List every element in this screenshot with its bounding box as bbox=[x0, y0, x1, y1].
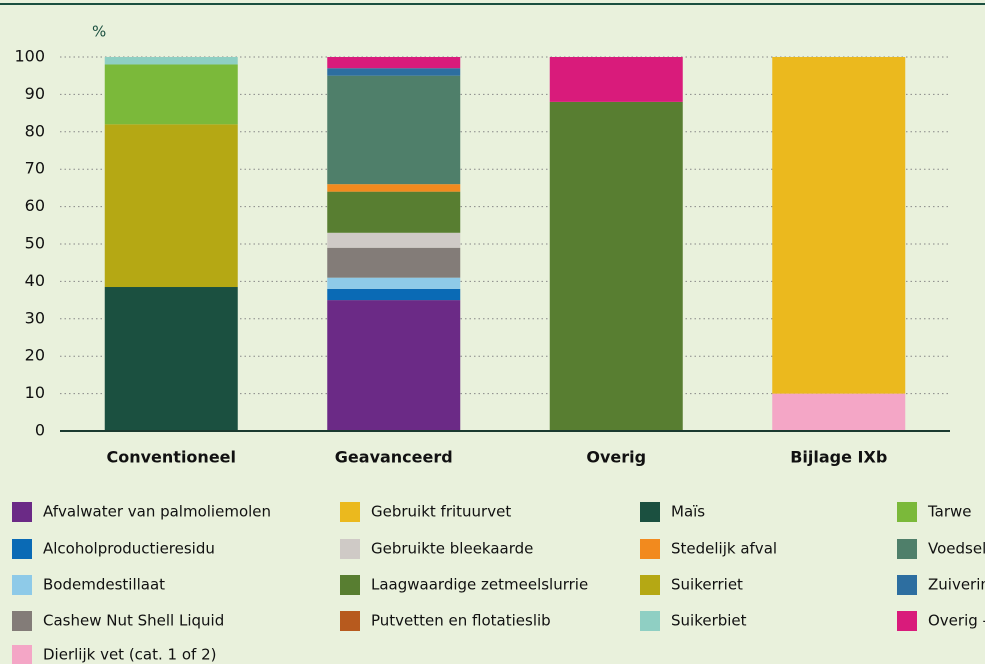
legend-swatch bbox=[12, 575, 32, 595]
legend-swatch bbox=[340, 539, 360, 559]
legend-label: Voedselafval bbox=[928, 540, 985, 558]
legend-swatch bbox=[897, 611, 917, 631]
legend-swatch bbox=[12, 539, 32, 559]
bar-segment bbox=[104, 64, 238, 125]
bar-segment bbox=[772, 393, 906, 431]
bar-segment bbox=[327, 57, 461, 69]
legend-swatch bbox=[640, 611, 660, 631]
y-tick-label: 40 bbox=[25, 271, 45, 290]
legend-label: Laagwaardige zetmeelslurrie bbox=[371, 576, 588, 594]
bar-segment bbox=[327, 232, 461, 248]
legend-swatch bbox=[897, 502, 917, 522]
legend-label: Overig - afval bbox=[928, 612, 985, 630]
legend-swatch bbox=[640, 502, 660, 522]
y-tick-label: 90 bbox=[25, 84, 45, 103]
y-tick-label: 30 bbox=[25, 308, 45, 327]
y-tick-label: 80 bbox=[25, 121, 45, 140]
bar-segment bbox=[327, 300, 461, 431]
legend-swatch bbox=[340, 575, 360, 595]
legend-label: Gebruikte bleekaarde bbox=[371, 540, 533, 558]
legend-swatch bbox=[340, 502, 360, 522]
legend-label: Alcoholproductieresidu bbox=[43, 540, 215, 558]
y-tick-label: 60 bbox=[25, 196, 45, 215]
x-tick-label: Bijlage IXb bbox=[790, 448, 887, 467]
y-tick-label: 100 bbox=[14, 47, 45, 66]
bar-segment bbox=[327, 277, 461, 289]
bar-segment bbox=[327, 288, 461, 301]
bar-segment bbox=[327, 191, 461, 233]
y-tick-label: 20 bbox=[25, 346, 45, 365]
legend-label: Dierlijk vet (cat. 1 of 2) bbox=[43, 646, 216, 664]
bar-segment bbox=[104, 287, 238, 431]
bar-segment bbox=[104, 57, 238, 65]
legend-label: Cashew Nut Shell Liquid bbox=[43, 612, 224, 630]
x-tick-label: Geavanceerd bbox=[335, 448, 453, 467]
legend-label: Tarwe bbox=[927, 503, 972, 521]
bar-segment bbox=[327, 184, 461, 192]
bar-segment bbox=[549, 101, 683, 431]
bar-segment bbox=[772, 57, 906, 394]
legend-swatch bbox=[897, 575, 917, 595]
bar-segment bbox=[327, 247, 461, 278]
legend-label: Bodemdestillaat bbox=[43, 576, 165, 594]
legend-label: Afvalwater van palmoliemolen bbox=[43, 503, 271, 521]
legend-swatch bbox=[340, 611, 360, 631]
legend-label: Suikerbiet bbox=[671, 612, 747, 630]
y-tick-label: 10 bbox=[25, 383, 45, 402]
legend-swatch bbox=[12, 611, 32, 631]
legend-label: Gebruikt frituurvet bbox=[371, 503, 511, 521]
legend-label: Maïs bbox=[671, 503, 705, 521]
x-tick-label: Overig bbox=[586, 448, 646, 467]
legend-label: Zuiveringsslib bbox=[928, 576, 985, 594]
y-tick-label: 70 bbox=[25, 159, 45, 178]
legend-label: Suikerriet bbox=[671, 576, 743, 594]
y-tick-label: 50 bbox=[25, 234, 45, 253]
legend-swatch bbox=[640, 539, 660, 559]
bar-segment bbox=[327, 75, 461, 185]
legend-swatch bbox=[897, 539, 917, 559]
legend-label: Stedelijk afval bbox=[671, 540, 777, 558]
y-axis-label: % bbox=[92, 23, 106, 41]
x-tick-label: Conventioneel bbox=[107, 448, 237, 467]
bar-segment bbox=[104, 124, 238, 288]
bar-segment bbox=[327, 68, 461, 76]
legend-label: Putvetten en flotatieslib bbox=[371, 612, 551, 630]
bar-segment bbox=[549, 57, 683, 102]
y-tick-label: 0 bbox=[35, 421, 45, 440]
legend-swatch bbox=[12, 502, 32, 522]
legend-swatch bbox=[12, 645, 32, 664]
legend-swatch bbox=[640, 575, 660, 595]
